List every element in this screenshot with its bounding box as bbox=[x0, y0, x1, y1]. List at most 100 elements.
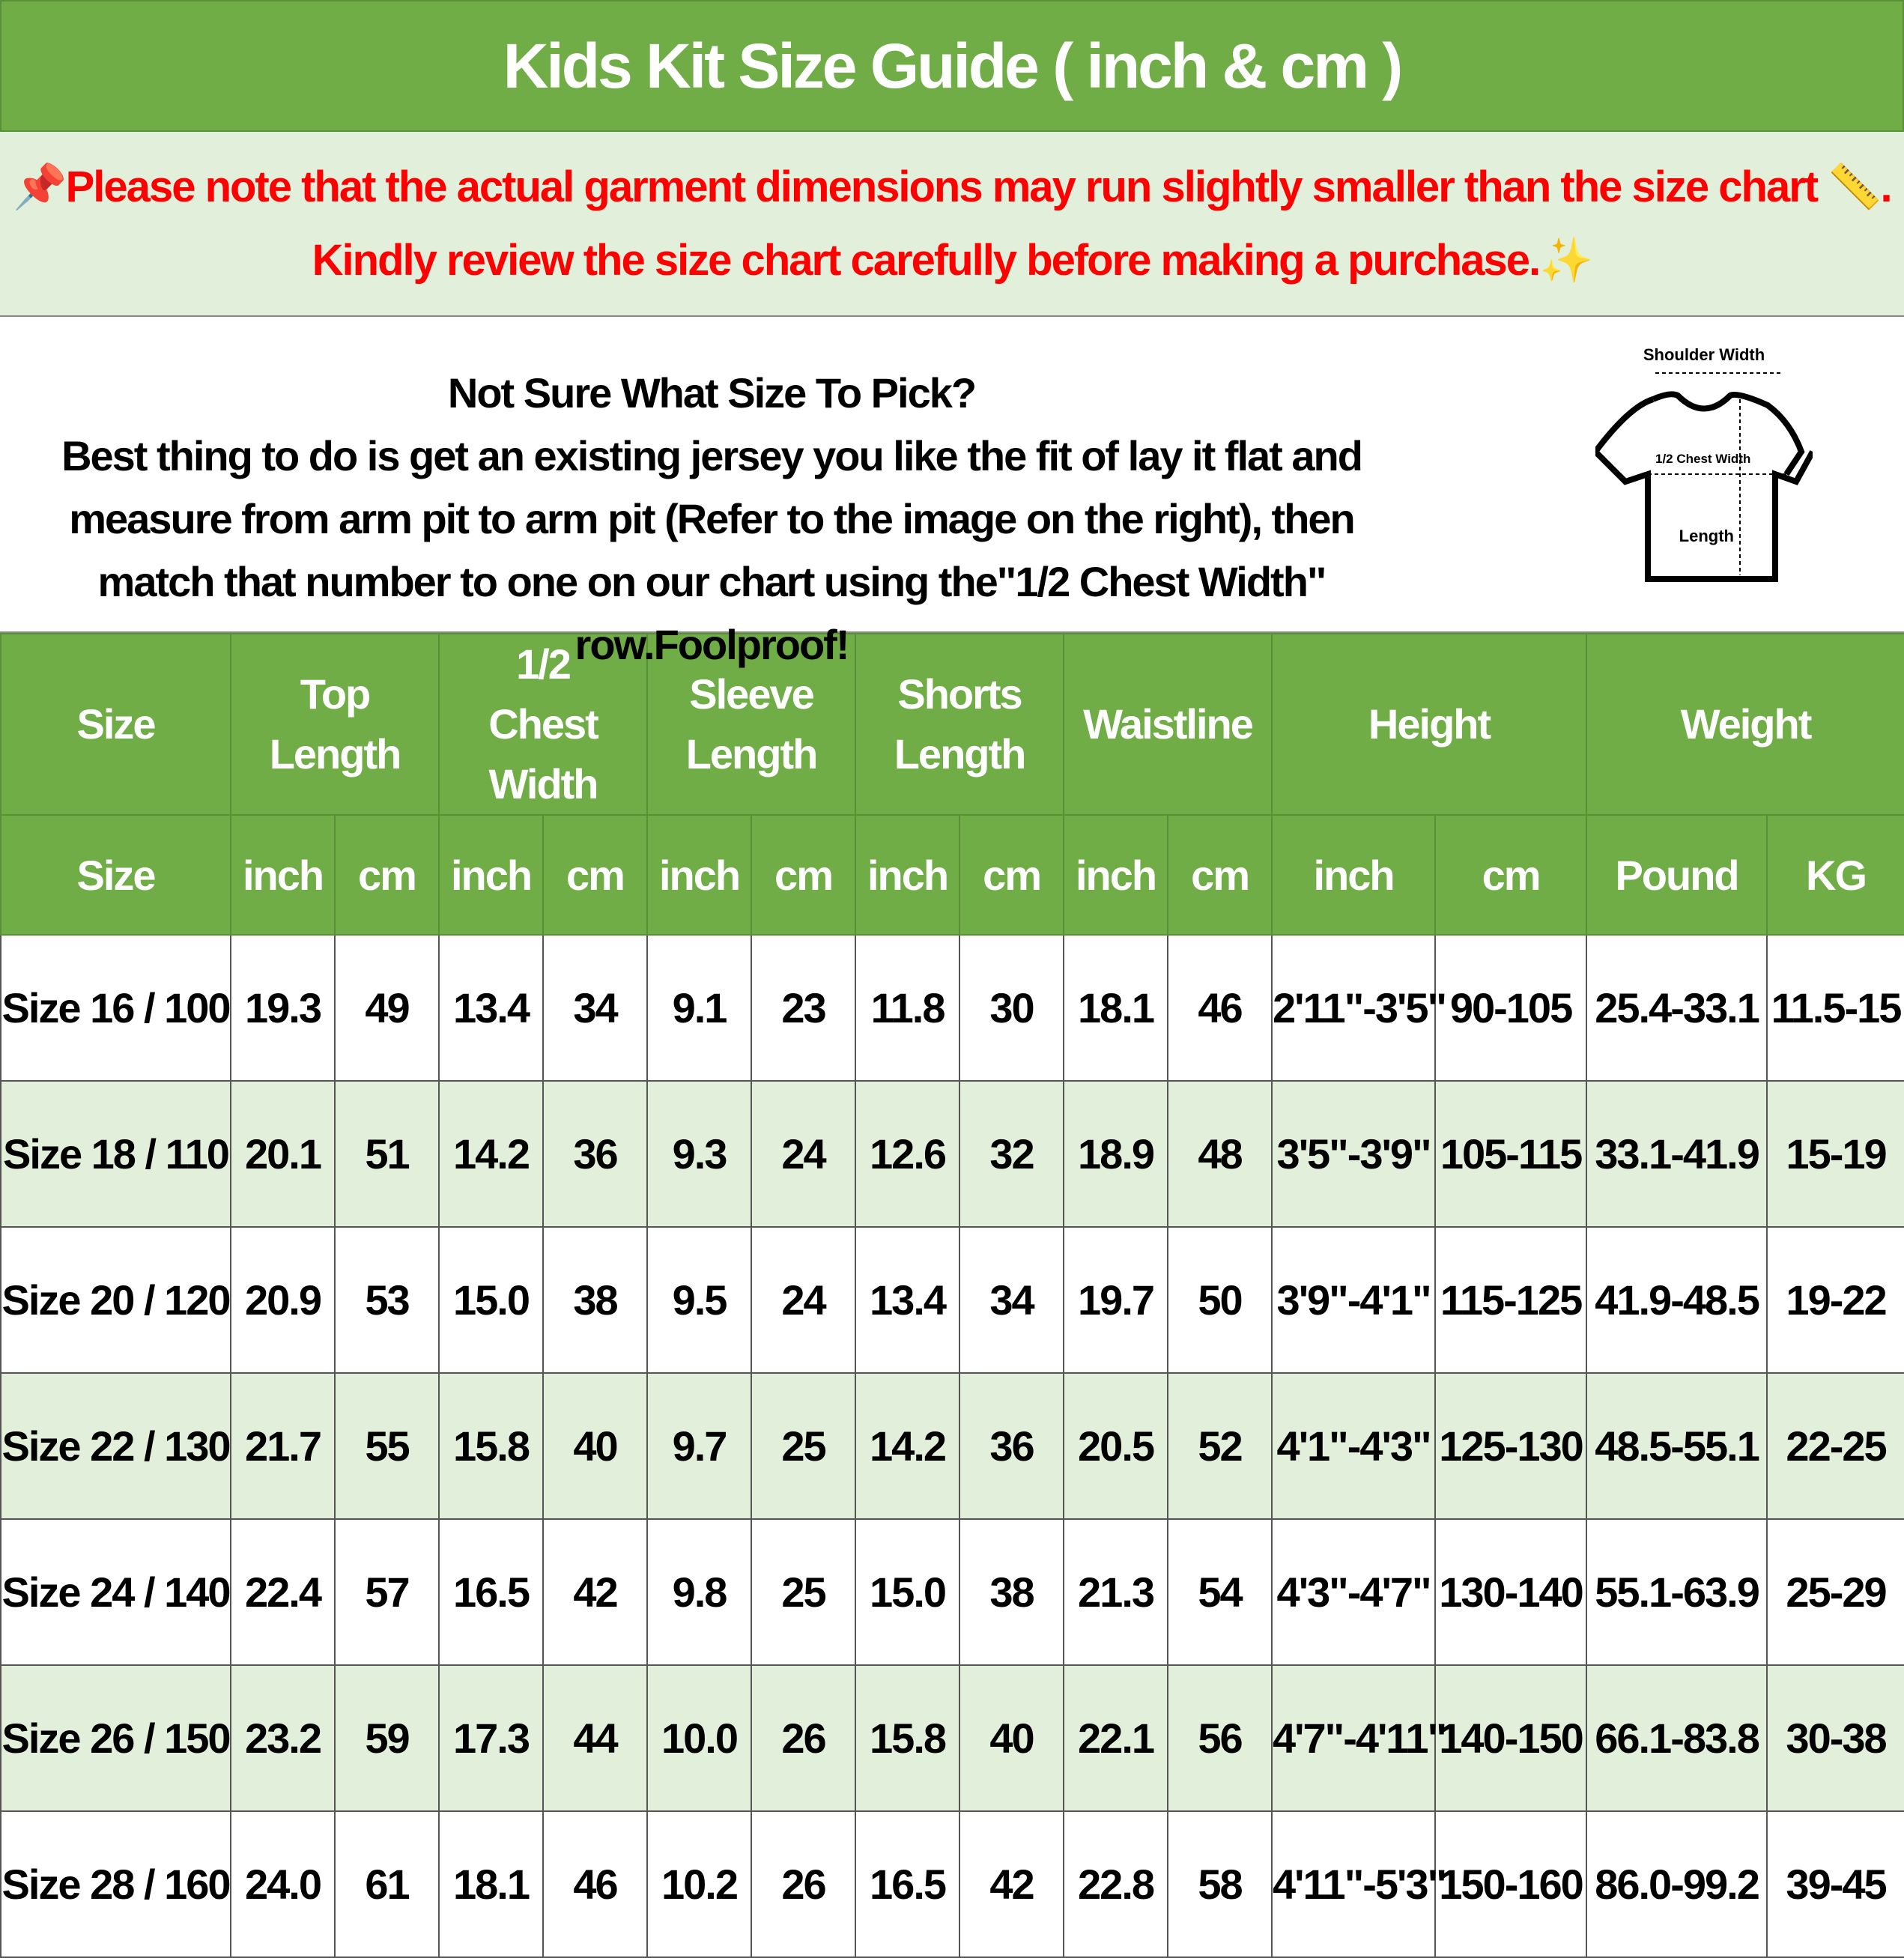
chest-width-label: 1/2 Chest Width bbox=[1655, 452, 1750, 466]
value-cell: 23 bbox=[751, 934, 857, 1082]
value-cell: 22.8 bbox=[1063, 1810, 1169, 1958]
value-cell: 54 bbox=[1167, 1518, 1273, 1666]
value-cell: 25 bbox=[751, 1518, 857, 1666]
value-cell: 18.1 bbox=[1063, 934, 1169, 1082]
size-table: Size Top Length 1/2 Chest Width Sleeve Leng… bbox=[0, 633, 1904, 1958]
value-cell: 15.8 bbox=[855, 1664, 961, 1812]
value-cell: 50 bbox=[1167, 1226, 1273, 1374]
note-line-1: Please note that the actual garment dime… bbox=[65, 162, 1819, 211]
value-cell: 17.3 bbox=[438, 1664, 544, 1812]
value-cell: 66.1-83.8 bbox=[1586, 1664, 1768, 1812]
value-cell: 53 bbox=[334, 1226, 440, 1374]
value-cell: 49 bbox=[334, 934, 440, 1082]
value-cell: 24 bbox=[751, 1226, 857, 1374]
value-cell: 11.8 bbox=[855, 934, 961, 1082]
size-cell: Size 18 / 110 bbox=[0, 1080, 231, 1228]
unit-header: Size bbox=[0, 814, 231, 936]
value-cell: 30-38 bbox=[1766, 1664, 1904, 1812]
value-cell: 3'5"-3'9" bbox=[1271, 1080, 1437, 1228]
value-cell: 39-45 bbox=[1766, 1810, 1904, 1958]
value-cell: 2'11"-3'5" bbox=[1271, 934, 1447, 1082]
value-cell: 38 bbox=[542, 1226, 649, 1374]
value-cell: 46 bbox=[542, 1810, 649, 1958]
value-cell: 42 bbox=[959, 1810, 1065, 1958]
unit-header: inch bbox=[855, 814, 961, 936]
value-cell: 34 bbox=[542, 934, 649, 1082]
value-cell: 125-130 bbox=[1434, 1372, 1588, 1520]
value-cell: 21.3 bbox=[1063, 1518, 1169, 1666]
unit-header: inch bbox=[646, 814, 753, 936]
page-title: Kids Kit Size Guide ( inch & cm ) bbox=[0, 0, 1904, 132]
value-cell: 10.0 bbox=[646, 1664, 753, 1812]
value-cell: 15.0 bbox=[855, 1518, 961, 1666]
value-cell: 36 bbox=[959, 1372, 1065, 1520]
value-cell: 9.7 bbox=[646, 1372, 753, 1520]
column-header: Top Length bbox=[230, 633, 440, 816]
value-cell: 55.1-63.9 bbox=[1586, 1518, 1768, 1666]
value-cell: 48.5-55.1 bbox=[1586, 1372, 1768, 1520]
value-cell: 36 bbox=[542, 1080, 649, 1228]
size-cell: Size 22 / 130 bbox=[0, 1372, 231, 1520]
value-cell: 38 bbox=[959, 1518, 1065, 1666]
value-cell: 21.7 bbox=[230, 1372, 336, 1520]
value-cell: 90-105 bbox=[1434, 934, 1588, 1082]
value-cell: 4'11"-5'3" bbox=[1271, 1810, 1447, 1958]
unit-header: cm bbox=[542, 814, 649, 936]
value-cell: 24 bbox=[751, 1080, 857, 1228]
table-row: Size 22 / 130 21.7 55 15.8 40 9.7 25 14.2 36 20.5… bbox=[0, 1372, 1904, 1520]
value-cell: 14.2 bbox=[438, 1080, 544, 1228]
value-cell: 26 bbox=[751, 1664, 857, 1812]
unit-header: Pound bbox=[1586, 814, 1768, 936]
value-cell: 33.1-41.9 bbox=[1586, 1080, 1768, 1228]
value-cell: 9.8 bbox=[646, 1518, 753, 1666]
unit-header: inch bbox=[230, 814, 336, 936]
table-row: Size 16 / 100 19.3 49 13.4 34 9.1 23 11.8 30 18.1… bbox=[0, 934, 1904, 1082]
column-header: Size bbox=[0, 633, 231, 816]
unit-header: cm bbox=[1167, 814, 1273, 936]
value-cell: 15-19 bbox=[1766, 1080, 1904, 1228]
value-cell: 19.7 bbox=[1063, 1226, 1169, 1374]
column-header: Weight bbox=[1586, 633, 1904, 816]
unit-header: cm bbox=[334, 814, 440, 936]
value-cell: 23.2 bbox=[230, 1664, 336, 1812]
length-label: Length bbox=[1679, 527, 1734, 545]
value-cell: 57 bbox=[334, 1518, 440, 1666]
tshirt-diagram: Shoulder Width 1/2 Chest Width Length bbox=[1595, 345, 1813, 582]
value-cell: 4'3"-4'7" bbox=[1271, 1518, 1437, 1666]
value-cell: 25 bbox=[751, 1372, 857, 1520]
value-cell: 44 bbox=[542, 1664, 649, 1812]
value-cell: 25-29 bbox=[1766, 1518, 1904, 1666]
unit-header: cm bbox=[1434, 814, 1588, 936]
value-cell: 22.4 bbox=[230, 1518, 336, 1666]
size-cell: Size 26 / 150 bbox=[0, 1664, 231, 1812]
table-row: Size 26 / 150 23.2 59 17.3 44 10.0 26 15.8 40 22.… bbox=[0, 1664, 1904, 1812]
value-cell: 32 bbox=[959, 1080, 1065, 1228]
value-cell: 86.0-99.2 bbox=[1586, 1810, 1768, 1958]
value-cell: 18.1 bbox=[438, 1810, 544, 1958]
note-line-1-end: . bbox=[1880, 162, 1892, 211]
value-cell: 16.5 bbox=[438, 1518, 544, 1666]
value-cell: 20.5 bbox=[1063, 1372, 1169, 1520]
value-cell: 15.0 bbox=[438, 1226, 544, 1374]
value-cell: 40 bbox=[542, 1372, 649, 1520]
unit-header: inch bbox=[438, 814, 544, 936]
value-cell: 40 bbox=[959, 1664, 1065, 1812]
unit-header: cm bbox=[751, 814, 857, 936]
value-cell: 4'1"-4'3" bbox=[1271, 1372, 1437, 1520]
value-cell: 105-115 bbox=[1434, 1080, 1588, 1228]
value-cell: 61 bbox=[334, 1810, 440, 1958]
pushpin-icon: 📌 bbox=[13, 162, 67, 211]
value-cell: 51 bbox=[334, 1080, 440, 1228]
value-cell: 26 bbox=[751, 1810, 857, 1958]
sizing-note: 📌Please note that the actual garment dim… bbox=[0, 132, 1904, 317]
column-header: Shorts Length bbox=[855, 633, 1065, 816]
value-cell: 11.5-15 bbox=[1766, 934, 1904, 1082]
size-cell: Size 24 / 140 bbox=[0, 1518, 231, 1666]
value-cell: 42 bbox=[542, 1518, 649, 1666]
value-cell: 15.8 bbox=[438, 1372, 544, 1520]
value-cell: 25.4-33.1 bbox=[1586, 934, 1768, 1082]
value-cell: 52 bbox=[1167, 1372, 1273, 1520]
value-cell: 14.2 bbox=[855, 1372, 961, 1520]
table-row: Size 28 / 160 24.0 61 18.1 46 10.2 26 16.5 42 22.… bbox=[0, 1810, 1904, 1958]
size-cell: Size 16 / 100 bbox=[0, 934, 231, 1082]
